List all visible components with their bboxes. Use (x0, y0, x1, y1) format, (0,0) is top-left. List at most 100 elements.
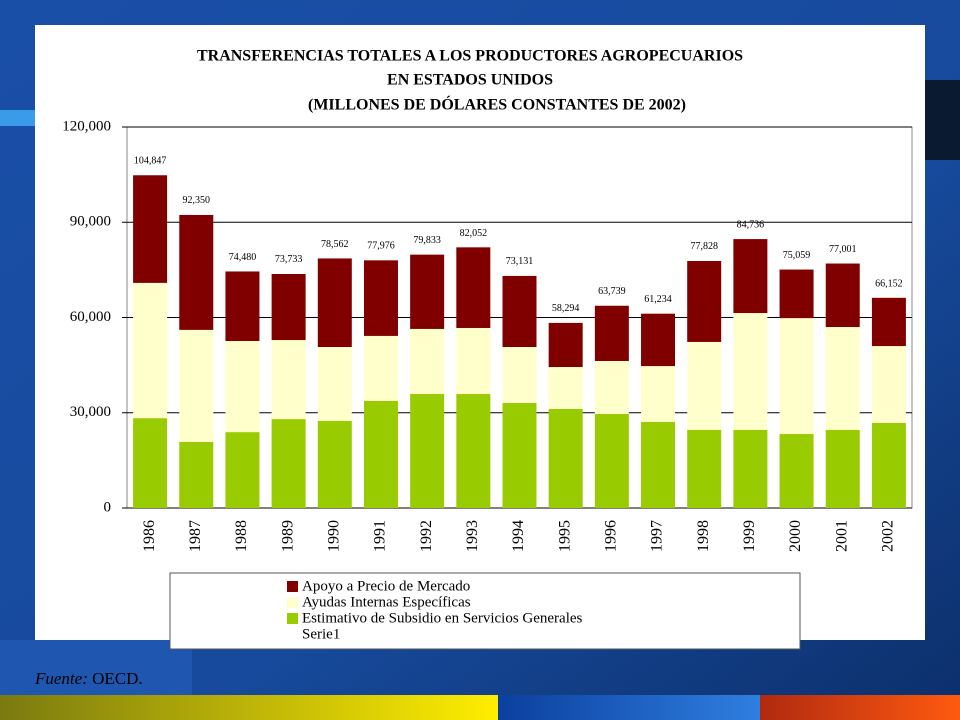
bar-segment (871, 297, 906, 347)
y-tick-label: 60,000 (70, 309, 111, 325)
bar-segment (641, 313, 676, 367)
x-tick-label: 2000 (787, 520, 804, 552)
bar-segment (502, 347, 537, 403)
x-tick-label: 1987 (187, 520, 204, 552)
decor (925, 80, 960, 160)
bar-segment (133, 282, 168, 419)
bar-segment (410, 254, 445, 329)
legend-swatch (287, 613, 298, 624)
data-label: 61,234 (644, 294, 672, 305)
x-tick-label: 1998 (695, 520, 712, 552)
data-label: 63,739 (598, 286, 626, 297)
x-tick-label: 1986 (141, 520, 158, 552)
x-tick-label: 2001 (833, 520, 850, 552)
x-tick-label: 1996 (603, 520, 620, 552)
bar-segment (133, 175, 168, 283)
bar-segment (133, 418, 168, 508)
x-tick-label: 1990 (325, 520, 342, 552)
bar-segment (317, 421, 352, 508)
bar-segment (548, 408, 583, 508)
bar-segment (825, 327, 860, 430)
source-text: OECD. (92, 669, 143, 688)
bar-segment (317, 347, 352, 422)
data-label: 78,562 (321, 239, 349, 250)
bar-segment (502, 402, 537, 508)
bar-segment (456, 327, 491, 395)
data-label: 92,350 (183, 195, 211, 206)
y-tick-label: 90,000 (70, 214, 111, 230)
data-label: 104,847 (134, 155, 167, 166)
decor (0, 110, 35, 126)
bar-segment (502, 275, 537, 348)
x-tick-label: 2002 (880, 520, 897, 552)
data-label: 73,131 (506, 256, 534, 267)
x-tick-label: 1993 (464, 520, 481, 552)
bar-segment (410, 328, 445, 395)
chart-title: TRANSFERENCIAS TOTALES A LOS PRODUCTORES… (197, 48, 743, 65)
chart-title: (MILLONES DE DÓLARES CONSTANTES DE 2002) (308, 95, 686, 114)
bar-segment (871, 346, 906, 423)
bar-segment (271, 340, 306, 420)
bar-segment (363, 335, 398, 402)
x-tick-label: 1991 (372, 520, 389, 552)
data-label: 84,736 (737, 219, 765, 230)
data-label: 74,480 (229, 252, 257, 263)
bar-segment (733, 239, 768, 314)
data-label: 73,733 (275, 254, 303, 265)
bar-segment (779, 318, 814, 435)
y-tick-label: 30,000 (70, 404, 111, 420)
x-tick-label: 1988 (233, 520, 250, 552)
y-tick-label: 120,000 (62, 118, 111, 134)
data-label: 75,059 (783, 250, 811, 261)
source: Fuente: OECD. (34, 669, 143, 688)
bar-segment (779, 434, 814, 508)
data-label: 66,152 (875, 278, 903, 289)
data-label: 77,976 (367, 241, 395, 252)
bar-segment (179, 214, 214, 330)
legend-label: Serie1 (302, 626, 340, 642)
bar-segment (594, 305, 629, 361)
bar-segment (271, 419, 306, 508)
bar-segment (456, 394, 491, 508)
bar-segment (548, 322, 583, 368)
chart-title: EN ESTADOS UNIDOS (387, 72, 553, 89)
bar-segment (825, 429, 860, 508)
legend-swatch (287, 581, 298, 592)
bar-segment (456, 247, 491, 328)
decor (0, 640, 192, 695)
bar-segment (641, 421, 676, 508)
legend (169, 572, 801, 650)
x-tick-label: 1992 (418, 520, 435, 552)
bar-segment (225, 340, 260, 433)
bar-segment (410, 394, 445, 508)
bar-segment (271, 274, 306, 341)
decor (0, 695, 498, 720)
source-label: Fuente: (34, 669, 88, 688)
decor (498, 695, 760, 720)
data-label: 58,294 (552, 303, 580, 314)
y-tick-label: 0 (104, 499, 112, 515)
x-tick-label: 1989 (279, 520, 296, 552)
bar-segment (363, 260, 398, 336)
bar-segment (179, 329, 214, 442)
legend-label: Apoyo a Precio de Mercado (302, 578, 470, 594)
data-label: 79,833 (413, 235, 441, 246)
bar-segment (641, 366, 676, 422)
legend-label: Ayudas Internas Específicas (302, 594, 471, 610)
x-tick-label: 1999 (741, 520, 758, 552)
bar-segment (594, 360, 629, 415)
bar-segment (179, 441, 214, 508)
bar-segment (687, 260, 722, 342)
bar-segment (317, 258, 352, 348)
bar-segment (225, 271, 260, 341)
data-label: 77,001 (829, 244, 857, 255)
bar-segment (871, 422, 906, 508)
bar-segment (363, 401, 398, 508)
data-label: 82,052 (460, 228, 488, 239)
bar-segment (733, 313, 768, 430)
bar-segment (687, 341, 722, 430)
x-tick-label: 1997 (649, 520, 666, 552)
data-label: 77,828 (690, 241, 718, 252)
bar-segment (225, 432, 260, 508)
